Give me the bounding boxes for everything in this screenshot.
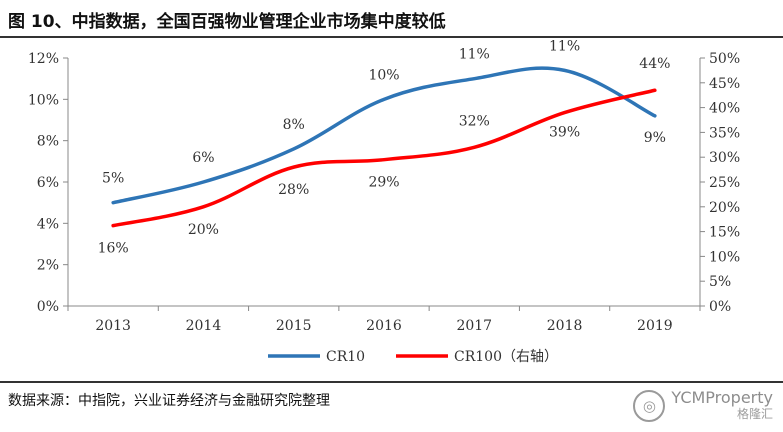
data-label: 39% <box>549 125 580 141</box>
series-line-cr10 <box>111 66 657 205</box>
data-label: 28% <box>278 182 309 198</box>
left-tick-label: 8% <box>37 134 59 150</box>
figure-title-bar: 图 10、中指数据，全国百强物业管理企业市场集中度较低 <box>0 0 783 36</box>
footer-divider <box>0 381 783 383</box>
left-tick-label: 12% <box>28 51 59 67</box>
right-tick-label: 0% <box>709 299 731 315</box>
data-label: 16% <box>98 241 129 257</box>
watermark-name: YCMProperty <box>671 388 773 407</box>
x-tick-label: 2017 <box>456 318 492 334</box>
legend-label: CR100（右轴） <box>454 349 558 365</box>
data-label: 10% <box>368 67 399 83</box>
data-label: 6% <box>192 150 214 166</box>
data-label: 8% <box>283 117 305 133</box>
left-tick-label: 0% <box>37 299 59 315</box>
left-tick-label: 2% <box>37 258 59 274</box>
x-tick-label: 2013 <box>95 318 131 334</box>
data-label: 29% <box>368 175 399 191</box>
watermark: ◎ YCMProperty 格隆汇 <box>633 386 773 426</box>
right-tick-label: 25% <box>709 175 740 191</box>
right-tick-label: 5% <box>709 274 731 290</box>
source-note: 数据来源：中指院，兴业证券经济与金融研究院整理 <box>8 393 330 409</box>
right-tick-label: 15% <box>709 225 740 241</box>
data-label: 11% <box>549 38 580 54</box>
series-line-cr100 <box>111 88 657 228</box>
data-label: 32% <box>459 113 490 129</box>
x-tick-label: 2019 <box>637 318 673 334</box>
right-tick-label: 20% <box>709 200 740 216</box>
left-tick-label: 6% <box>37 175 59 191</box>
x-tick-label: 2014 <box>186 318 222 334</box>
x-tick-label: 2018 <box>547 318 583 334</box>
watermark-sub: 格隆汇 <box>736 407 773 421</box>
data-label: 20% <box>188 222 219 238</box>
right-tick-label: 30% <box>709 150 740 166</box>
right-tick-label: 45% <box>709 76 740 92</box>
line-chart: 0% 2% 4% 6% 8% 10% 12% 0% 5% 10% 15% 20% 25% 30% 35% 40… <box>28 38 740 365</box>
left-tick-label: 4% <box>37 216 59 232</box>
data-label: 5% <box>102 171 124 187</box>
right-tick-label: 10% <box>709 249 740 265</box>
x-tick-label: 2015 <box>276 318 312 334</box>
title-divider <box>0 36 783 38</box>
right-tick-label: 50% <box>709 51 740 67</box>
data-label: 44% <box>639 56 670 72</box>
data-label: 11% <box>459 47 490 63</box>
figure-title: 图 10、中指数据，全国百强物业管理企业市场集中度较低 <box>8 12 446 32</box>
data-label: 9% <box>644 130 666 146</box>
right-tick-label: 35% <box>709 125 740 141</box>
right-tick-label: 40% <box>709 101 740 117</box>
wechat-logo-icon: ◎ <box>633 390 666 422</box>
left-tick-label: 10% <box>28 92 59 108</box>
x-tick-label: 2016 <box>366 318 402 334</box>
legend-label: CR10 <box>326 349 365 365</box>
